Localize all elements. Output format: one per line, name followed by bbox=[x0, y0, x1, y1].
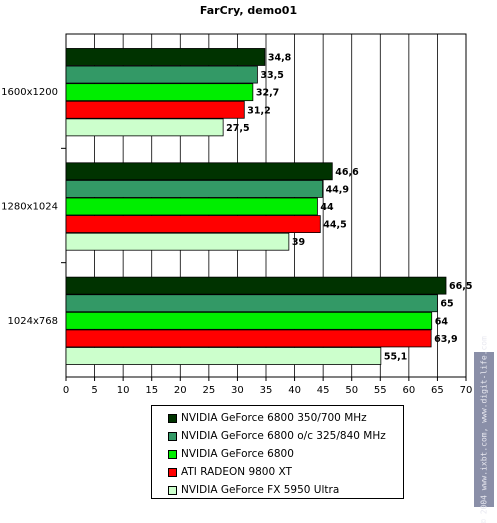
legend-swatch bbox=[168, 485, 177, 495]
legend-label: ATI RADEON 9800 XT bbox=[181, 466, 292, 478]
x-tick-label: 15 bbox=[145, 385, 158, 396]
x-tick-label: 60 bbox=[402, 385, 415, 396]
bar bbox=[65, 100, 245, 119]
legend-item: NVIDIA GeForce 6800 350/700 MHz bbox=[168, 409, 403, 427]
category-label: 1024x768 bbox=[8, 316, 58, 327]
x-tick-label: 50 bbox=[345, 385, 358, 396]
data-label: 44 bbox=[320, 202, 334, 213]
category-label: 1600x1200 bbox=[1, 87, 58, 98]
bar bbox=[65, 83, 254, 102]
bar bbox=[65, 311, 433, 330]
data-label: 34,8 bbox=[268, 52, 292, 63]
x-tick-label: 70 bbox=[460, 385, 473, 396]
data-label: 44,9 bbox=[326, 184, 349, 195]
bar bbox=[65, 215, 321, 234]
data-label: 64 bbox=[435, 316, 449, 327]
legend-swatch bbox=[168, 467, 177, 477]
x-tick-label: 20 bbox=[174, 385, 187, 396]
data-label: 31,2 bbox=[247, 105, 270, 116]
x-tick-label: 25 bbox=[202, 385, 215, 396]
x-tick-label: 5 bbox=[91, 385, 97, 396]
data-label: 32,7 bbox=[256, 88, 279, 99]
data-label: 65 bbox=[440, 299, 453, 310]
data-label: 46,6 bbox=[335, 167, 359, 178]
x-tick-label: 10 bbox=[117, 385, 130, 396]
x-tick-label: 55 bbox=[374, 385, 387, 396]
data-label: 27,5 bbox=[226, 123, 249, 134]
data-label: 39 bbox=[292, 237, 305, 248]
data-label: 63,9 bbox=[434, 334, 457, 345]
x-tick-label: 30 bbox=[231, 385, 244, 396]
bar bbox=[65, 162, 333, 181]
bar bbox=[65, 276, 447, 295]
x-tick-label: 45 bbox=[317, 385, 330, 396]
x-tick-label: 35 bbox=[260, 385, 273, 396]
x-tick-label: 0 bbox=[63, 385, 69, 396]
legend-item: NVIDIA GeForce 6800 bbox=[168, 445, 403, 463]
legend-label: NVIDIA GeForce 6800 bbox=[181, 448, 294, 460]
legend-swatch bbox=[168, 449, 177, 459]
bar-chart: 34,8 33,5 32,7 31,2 27,5 1600x1200 46,6 44,9 44 4… bbox=[1, 33, 473, 396]
bar bbox=[65, 294, 438, 313]
bar bbox=[65, 48, 266, 66]
chart-title: FarCry, demo01 bbox=[199, 4, 298, 17]
category-label: 1280x1024 bbox=[1, 202, 58, 213]
bar bbox=[65, 347, 382, 365]
legend-label: NVIDIA GeForce 6800 350/700 MHz bbox=[181, 412, 367, 424]
data-label: 33,5 bbox=[260, 70, 283, 81]
legend-swatch bbox=[168, 431, 177, 441]
watermark: © 2004 www.ixbt.com, www.digit-life.com bbox=[474, 336, 494, 523]
legend-swatch bbox=[168, 413, 177, 423]
bar bbox=[65, 232, 290, 251]
bar bbox=[65, 118, 224, 137]
legend-label: NVIDIA GeForce FX 5950 Ultra bbox=[181, 484, 340, 496]
legend-item: NVIDIA GeForce 6800 o/c 325/840 MHz bbox=[168, 427, 403, 445]
bar bbox=[65, 65, 258, 84]
legend: NVIDIA GeForce 6800 350/700 MHz NVIDIA Ge… bbox=[151, 405, 404, 499]
data-label: 66,5 bbox=[449, 281, 472, 292]
legend-item: ATI RADEON 9800 XT bbox=[168, 463, 403, 481]
x-tick-label: 65 bbox=[431, 385, 444, 396]
bar bbox=[65, 179, 323, 198]
x-tick-label: 40 bbox=[288, 385, 301, 396]
data-label: 55,1 bbox=[384, 352, 407, 363]
bar bbox=[65, 197, 318, 216]
bar bbox=[65, 329, 432, 348]
legend-label: NVIDIA GeForce 6800 o/c 325/840 MHz bbox=[181, 430, 386, 442]
data-label: 44,5 bbox=[323, 220, 346, 231]
legend-item: NVIDIA GeForce FX 5950 Ultra bbox=[168, 481, 403, 499]
